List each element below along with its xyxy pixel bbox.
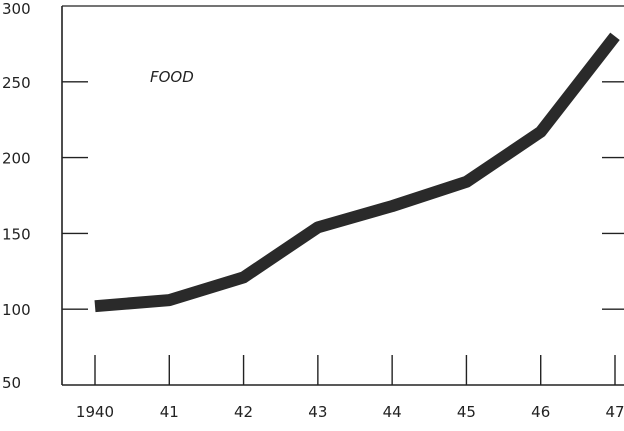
series-label-food: FOOD xyxy=(150,68,194,86)
x-tick-label-46: 46 xyxy=(531,403,550,421)
x-tick-label-45: 45 xyxy=(457,403,476,421)
y-tick-label-50: 50 xyxy=(2,374,21,392)
x-tick-label-41: 41 xyxy=(160,403,179,421)
x-tick-label-42: 42 xyxy=(234,403,253,421)
series-line-food xyxy=(94,32,620,313)
y-axis-ticks: 50 100 150 200 250 300 xyxy=(2,0,624,392)
series-layer xyxy=(94,32,620,313)
y-tick-label-250: 250 xyxy=(2,74,31,92)
y-tick-label-100: 100 xyxy=(2,301,31,319)
axes xyxy=(61,5,624,386)
x-tick-label-47: 47 xyxy=(605,403,624,421)
x-tick-label-44: 44 xyxy=(383,403,402,421)
y-tick-label-200: 200 xyxy=(2,150,31,168)
x-tick-label-43: 43 xyxy=(308,403,327,421)
x-tick-label-1940: 1940 xyxy=(76,403,114,421)
y-tick-label-300: 300 xyxy=(2,0,31,18)
y-tick-label-150: 150 xyxy=(2,225,31,243)
x-axis-ticks: 1940 41 42 43 44 45 46 47 xyxy=(76,355,624,421)
